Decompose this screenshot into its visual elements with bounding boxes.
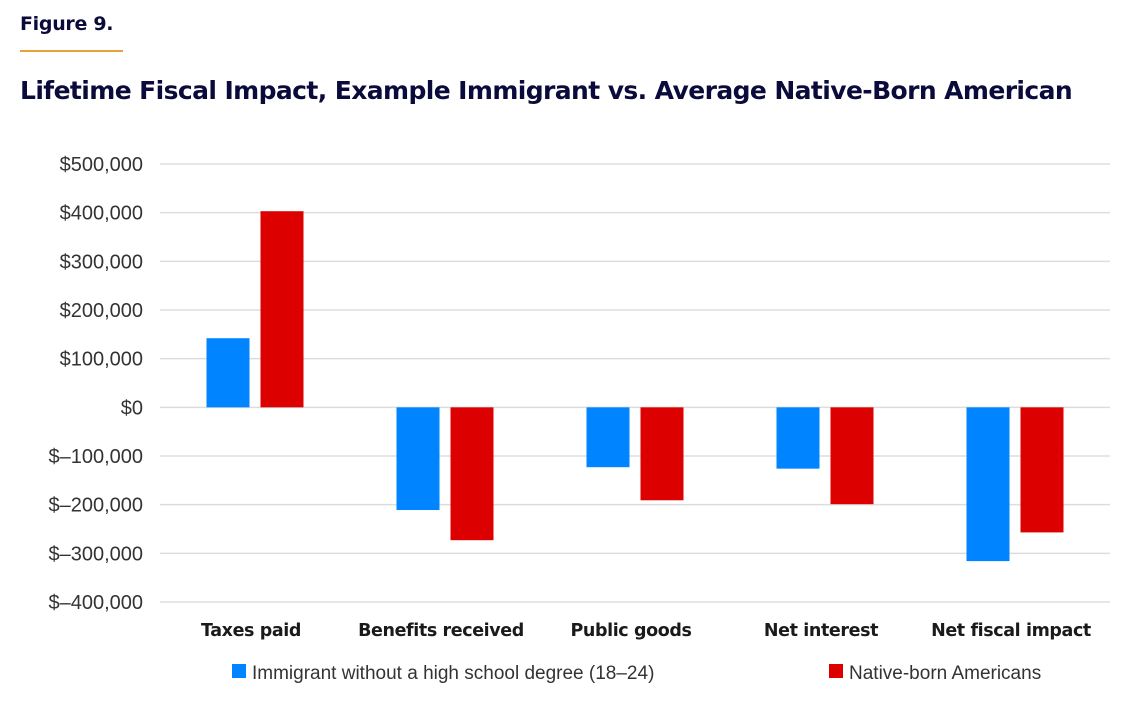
x-tick-label: Net fiscal impact [931, 621, 1091, 641]
legend-label-immigrant: Immigrant without a high school degree (… [252, 663, 654, 684]
y-tick-label: $200,000 [60, 300, 143, 322]
bar-net-interest-immigrant [776, 407, 820, 469]
bar-net-fiscal-impact-native-born [1020, 407, 1064, 533]
bar-benefits-received-native-born [450, 407, 494, 541]
y-tick-label: $0 [121, 397, 143, 419]
y-tick-label: $–400,000 [48, 592, 143, 614]
y-tick-label: $100,000 [60, 349, 143, 371]
legend-label-native-born: Native-born Americans [849, 663, 1041, 684]
bar-net-interest-native-born [830, 407, 874, 505]
x-tick-label: Public goods [571, 621, 692, 641]
gridlines [160, 163, 1110, 603]
y-tick-label: $–200,000 [48, 495, 143, 517]
bar-public-goods-native-born [640, 407, 684, 501]
y-tick-label: $–300,000 [48, 543, 143, 565]
y-axis-ticks: $500,000 $400,000 $300,000 $200,000 $100,000… [48, 154, 143, 614]
bar-public-goods-immigrant [586, 407, 630, 468]
bar-taxes-paid-native-born [260, 211, 304, 408]
y-tick-label: $500,000 [60, 154, 143, 176]
bar-net-fiscal-impact-immigrant [966, 407, 1010, 562]
legend: Immigrant without a high school degree (… [232, 663, 1041, 684]
chart-title: Lifetime Fiscal Impact, Example Immigran… [20, 76, 1073, 105]
x-tick-label: Benefits received [358, 621, 524, 641]
y-tick-label: $300,000 [60, 251, 143, 273]
bar-taxes-paid-immigrant [206, 338, 250, 408]
y-tick-label: $–100,000 [48, 446, 143, 468]
legend-swatch-native-born [829, 664, 843, 678]
legend-swatch-immigrant [232, 664, 246, 678]
y-tick-label: $400,000 [60, 203, 143, 225]
figure-label: Figure 9. [20, 13, 114, 35]
figure-label-underline [20, 50, 123, 52]
bar-benefits-received-immigrant [396, 407, 440, 511]
x-axis-ticks: Taxes paid Benefits received Public goods N… [201, 621, 1091, 641]
bars [206, 211, 1064, 562]
x-tick-label: Net interest [764, 621, 878, 641]
x-tick-label: Taxes paid [201, 621, 301, 641]
